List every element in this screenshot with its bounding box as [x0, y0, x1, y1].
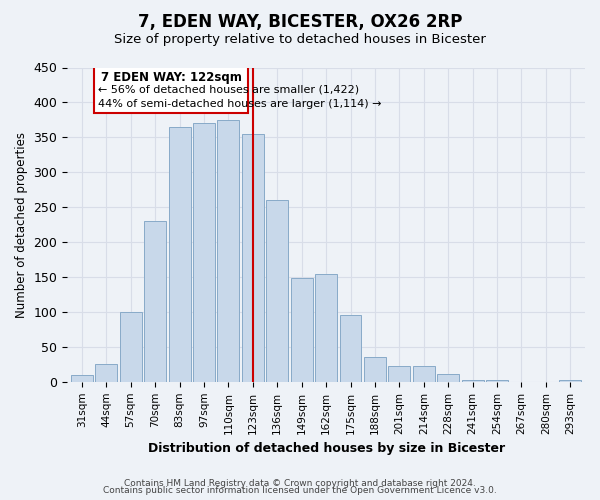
Bar — [486, 380, 508, 382]
Text: Size of property relative to detached houses in Bicester: Size of property relative to detached ho… — [114, 32, 486, 46]
Text: 7 EDEN WAY: 122sqm: 7 EDEN WAY: 122sqm — [101, 71, 241, 84]
Text: Contains public sector information licensed under the Open Government Licence v3: Contains public sector information licen… — [103, 486, 497, 495]
Bar — [193, 124, 215, 382]
Bar — [340, 316, 361, 382]
Bar — [388, 366, 410, 382]
Bar — [119, 312, 142, 382]
Y-axis label: Number of detached properties: Number of detached properties — [15, 132, 28, 318]
Bar — [242, 134, 264, 382]
Bar — [290, 278, 313, 382]
Text: Contains HM Land Registry data © Crown copyright and database right 2024.: Contains HM Land Registry data © Crown c… — [124, 478, 476, 488]
Bar — [315, 274, 337, 382]
Bar — [144, 221, 166, 382]
Text: 44% of semi-detached houses are larger (1,114) →: 44% of semi-detached houses are larger (… — [98, 99, 381, 109]
Text: 7, EDEN WAY, BICESTER, OX26 2RP: 7, EDEN WAY, BICESTER, OX26 2RP — [138, 12, 462, 30]
X-axis label: Distribution of detached houses by size in Bicester: Distribution of detached houses by size … — [148, 442, 505, 455]
Bar — [437, 374, 459, 382]
Bar — [364, 358, 386, 382]
Text: ← 56% of detached houses are smaller (1,422): ← 56% of detached houses are smaller (1,… — [98, 85, 359, 95]
Bar — [266, 200, 288, 382]
FancyBboxPatch shape — [94, 66, 248, 113]
Bar — [559, 380, 581, 382]
Bar — [95, 364, 117, 382]
Bar — [71, 375, 93, 382]
Bar — [413, 366, 435, 382]
Bar — [169, 127, 191, 382]
Bar — [217, 120, 239, 382]
Bar — [461, 380, 484, 382]
